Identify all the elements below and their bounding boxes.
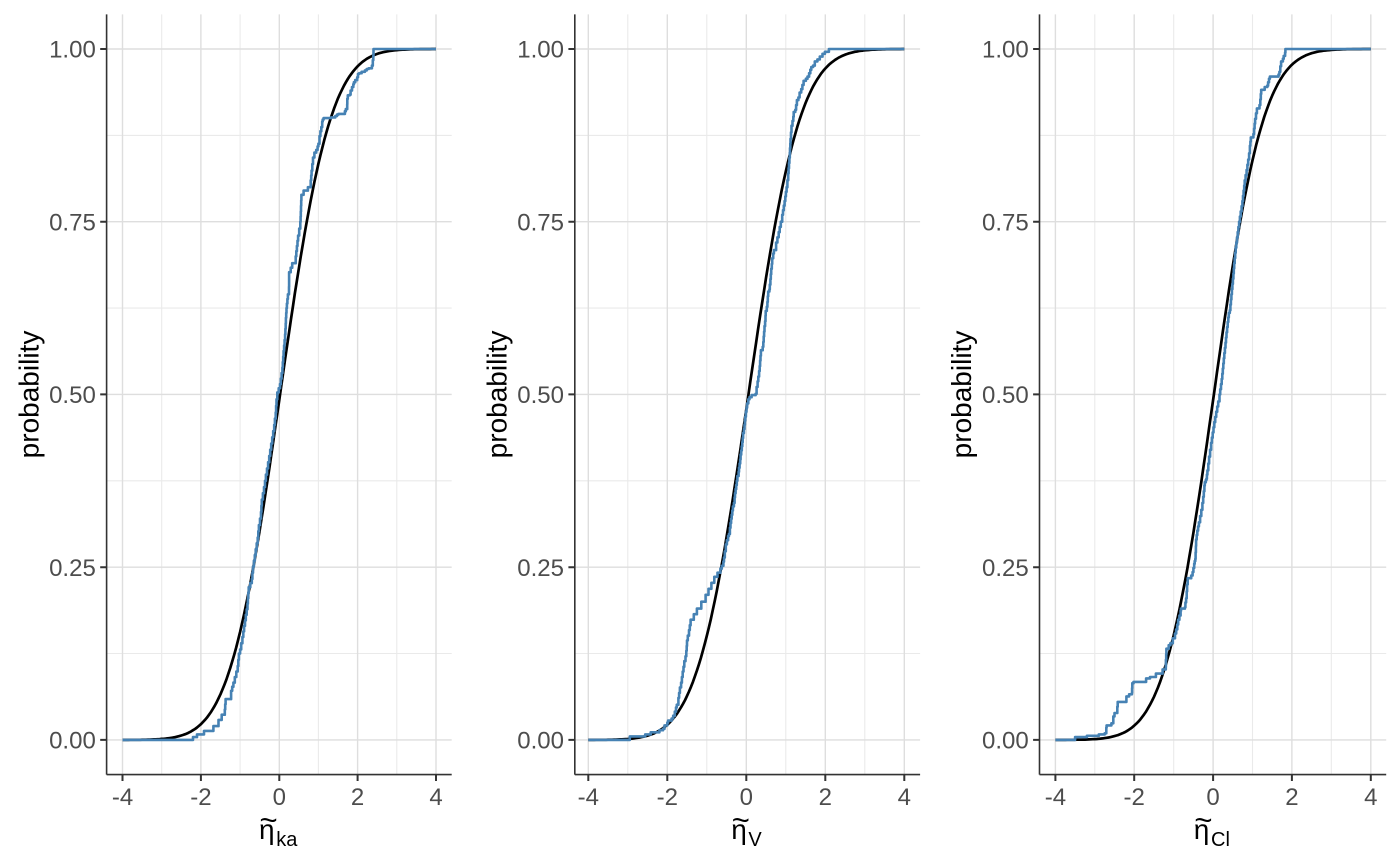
svg-text:0: 0	[740, 784, 753, 811]
svg-text:1.00: 1.00	[982, 37, 1029, 64]
svg-text:2: 2	[351, 784, 364, 811]
svg-text:η: η	[259, 814, 275, 845]
svg-text:0.00: 0.00	[982, 728, 1029, 755]
svg-text:0.25: 0.25	[982, 555, 1029, 582]
svg-text:4: 4	[898, 784, 911, 811]
svg-text:2: 2	[819, 784, 832, 811]
svg-text:-4: -4	[112, 784, 133, 811]
svg-text:0.00: 0.00	[49, 728, 96, 755]
svg-text:-2: -2	[657, 784, 678, 811]
svg-text:η: η	[731, 814, 747, 845]
svg-text:4: 4	[429, 784, 442, 811]
svg-text:-2: -2	[190, 784, 211, 811]
svg-text:probability: probability	[482, 331, 513, 459]
svg-text:-4: -4	[578, 784, 599, 811]
svg-text:Cl: Cl	[1211, 829, 1230, 851]
svg-text:ka: ka	[276, 829, 298, 851]
svg-text:0.50: 0.50	[517, 382, 564, 409]
svg-text:4: 4	[1364, 784, 1377, 811]
svg-text:~: ~	[1194, 803, 1212, 838]
svg-text:0.75: 0.75	[982, 209, 1029, 236]
svg-text:0.00: 0.00	[517, 728, 564, 755]
svg-text:~: ~	[732, 803, 750, 838]
svg-text:0.25: 0.25	[49, 555, 96, 582]
svg-text:-4: -4	[1045, 784, 1066, 811]
svg-text:0.50: 0.50	[982, 382, 1029, 409]
svg-text:probability: probability	[13, 331, 44, 459]
svg-text:0.25: 0.25	[517, 555, 564, 582]
svg-text:1.00: 1.00	[49, 37, 96, 64]
svg-text:2: 2	[1285, 784, 1298, 811]
svg-text:0.75: 0.75	[517, 209, 564, 236]
svg-text:0: 0	[1206, 784, 1219, 811]
svg-text:η: η	[1194, 814, 1210, 845]
svg-text:0.50: 0.50	[49, 382, 96, 409]
svg-text:-2: -2	[1124, 784, 1145, 811]
svg-text:probability: probability	[946, 331, 977, 459]
svg-text:1.00: 1.00	[517, 37, 564, 64]
svg-text:0: 0	[273, 784, 286, 811]
svg-text:V: V	[748, 829, 762, 851]
svg-text:~: ~	[260, 803, 278, 838]
svg-text:0.75: 0.75	[49, 209, 96, 236]
